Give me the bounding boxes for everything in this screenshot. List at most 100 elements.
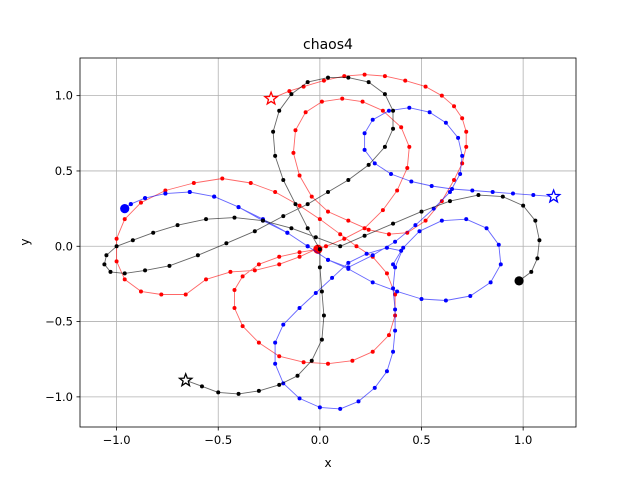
data-point — [382, 74, 387, 79]
data-point — [384, 271, 389, 276]
data-point — [163, 188, 168, 193]
data-point — [183, 292, 188, 297]
data-point — [199, 384, 204, 389]
data-point — [122, 217, 127, 222]
data-point — [391, 262, 396, 267]
data-point — [138, 200, 143, 205]
data-point — [122, 271, 127, 276]
data-point — [122, 277, 127, 282]
series-line — [116, 74, 467, 365]
data-point — [289, 92, 294, 97]
data-point — [130, 238, 135, 243]
data-point — [362, 72, 367, 77]
data-point — [529, 269, 534, 274]
data-point — [232, 287, 237, 292]
y-tick-label: 1.0 — [55, 89, 73, 103]
data-point — [338, 232, 343, 237]
data-point — [305, 80, 310, 85]
data-point — [362, 147, 367, 152]
data-point — [305, 244, 310, 249]
data-point — [326, 190, 330, 195]
data-point — [326, 75, 330, 80]
data-point — [256, 388, 261, 393]
data-point — [386, 108, 391, 113]
y-tick-label: −0.5 — [45, 315, 73, 329]
data-point — [102, 262, 107, 267]
data-point — [297, 396, 302, 401]
data-point — [535, 256, 540, 261]
data-point — [291, 150, 296, 155]
data-point — [293, 202, 298, 207]
start-star-marker — [545, 188, 562, 204]
data-point — [366, 227, 371, 232]
data-point — [393, 307, 398, 312]
data-point — [354, 244, 359, 249]
data-point — [423, 84, 428, 89]
series-line — [103, 77, 540, 395]
chart-title: chaos4 — [303, 37, 353, 53]
data-point — [356, 399, 361, 404]
data-point — [443, 298, 448, 303]
data-point — [297, 250, 302, 255]
data-point — [409, 179, 414, 184]
data-point — [175, 223, 180, 228]
data-point — [293, 128, 298, 133]
data-point — [395, 188, 400, 193]
data-point — [297, 306, 302, 311]
data-point — [256, 340, 261, 345]
end-circle-marker — [120, 204, 130, 214]
data-point — [407, 105, 412, 110]
data-point — [399, 248, 404, 253]
data-point — [362, 131, 367, 136]
data-point — [236, 391, 241, 396]
data-point — [317, 405, 322, 410]
data-point — [533, 218, 538, 223]
data-point — [326, 361, 330, 366]
data-point — [386, 232, 391, 237]
data-point — [114, 244, 119, 249]
data-point — [309, 194, 314, 199]
data-point — [277, 382, 282, 387]
data-point — [405, 165, 410, 170]
data-point — [114, 259, 119, 264]
data-point — [317, 247, 322, 252]
data-point — [277, 354, 282, 359]
data-point — [380, 208, 385, 213]
start-star-marker — [263, 90, 280, 106]
data-point — [305, 202, 310, 207]
data-point — [236, 205, 241, 210]
data-point — [273, 340, 278, 345]
start-star-marker — [177, 371, 194, 388]
data-point — [350, 358, 355, 363]
data-point — [470, 188, 475, 193]
data-point — [256, 262, 261, 267]
data-point — [340, 96, 345, 101]
data-point — [319, 337, 324, 342]
data-point — [447, 199, 452, 204]
data-point — [439, 199, 444, 204]
data-point — [277, 254, 282, 259]
data-point — [452, 177, 457, 182]
data-point — [362, 233, 367, 238]
data-point — [372, 385, 377, 390]
data-point — [305, 226, 310, 231]
data-point — [232, 215, 237, 220]
data-point — [370, 349, 375, 354]
data-point — [143, 268, 148, 273]
data-point — [391, 221, 396, 226]
data-point — [537, 238, 542, 243]
data-point — [317, 217, 322, 222]
series-line — [124, 107, 554, 410]
series-2 — [120, 105, 562, 411]
data-point — [297, 203, 302, 208]
data-point — [338, 244, 343, 249]
data-point — [346, 260, 351, 265]
data-point — [464, 144, 469, 149]
data-point — [419, 209, 424, 214]
data-point — [128, 202, 133, 207]
data-point — [366, 80, 371, 85]
data-point — [342, 74, 347, 79]
data-point — [297, 173, 302, 178]
data-point — [372, 161, 377, 166]
